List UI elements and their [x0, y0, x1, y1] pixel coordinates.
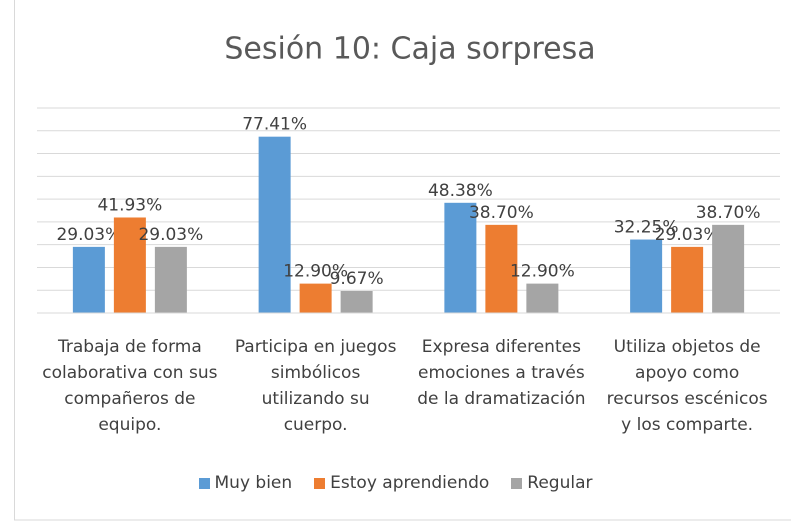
bar: [258, 136, 291, 313]
chart-title: Sesión 10: Caja sorpresa: [224, 32, 595, 67]
data-label: 29.03%: [655, 225, 720, 245]
data-label: 29.03%: [56, 225, 121, 245]
legend-item: Regular: [511, 473, 593, 493]
bar: [72, 246, 105, 313]
bar: [113, 217, 146, 313]
x-tick-label: Expresa diferentes emociones a través de…: [417, 337, 586, 409]
data-label: 12.90%: [283, 262, 348, 282]
chart-border: [14, 0, 791, 521]
data-label: 32.25%: [614, 218, 679, 238]
data-label: 77.41%: [242, 115, 307, 135]
bar: [340, 290, 373, 313]
bar: [154, 246, 187, 313]
legend-swatch: [511, 477, 523, 489]
x-tick-label: Utiliza objetos de apoyo como recursos e…: [606, 337, 768, 435]
x-tick-label: Participa en juegos simbólicos utilizand…: [234, 337, 397, 435]
data-label: 41.93%: [97, 195, 162, 215]
bar: [485, 224, 518, 313]
bar: [444, 202, 477, 313]
bar: [526, 283, 559, 313]
legend-item: Estoy aprendiendo: [314, 473, 489, 493]
data-label: 38.70%: [696, 203, 761, 223]
legend-swatch: [198, 477, 210, 489]
data-label: 48.38%: [428, 181, 493, 201]
bar: [630, 239, 663, 313]
legend-item: Muy bien: [198, 473, 293, 493]
data-label: 9.67%: [330, 269, 384, 289]
data-label: 38.70%: [469, 203, 534, 223]
x-tick-label: Trabaja de forma colaborativa con sus co…: [42, 337, 218, 435]
legend-label: Estoy aprendiendo: [330, 473, 490, 493]
legend: Muy bien Estoy aprendiendo Regular: [0, 473, 791, 493]
legend-swatch: [314, 477, 326, 489]
legend-label: Regular: [527, 473, 593, 493]
bar: [299, 283, 332, 313]
data-label: 12.90%: [510, 262, 575, 282]
legend-label: Muy bien: [214, 473, 293, 493]
bar: [671, 246, 704, 313]
bar: [712, 224, 745, 313]
data-label: 29.03%: [138, 225, 203, 245]
